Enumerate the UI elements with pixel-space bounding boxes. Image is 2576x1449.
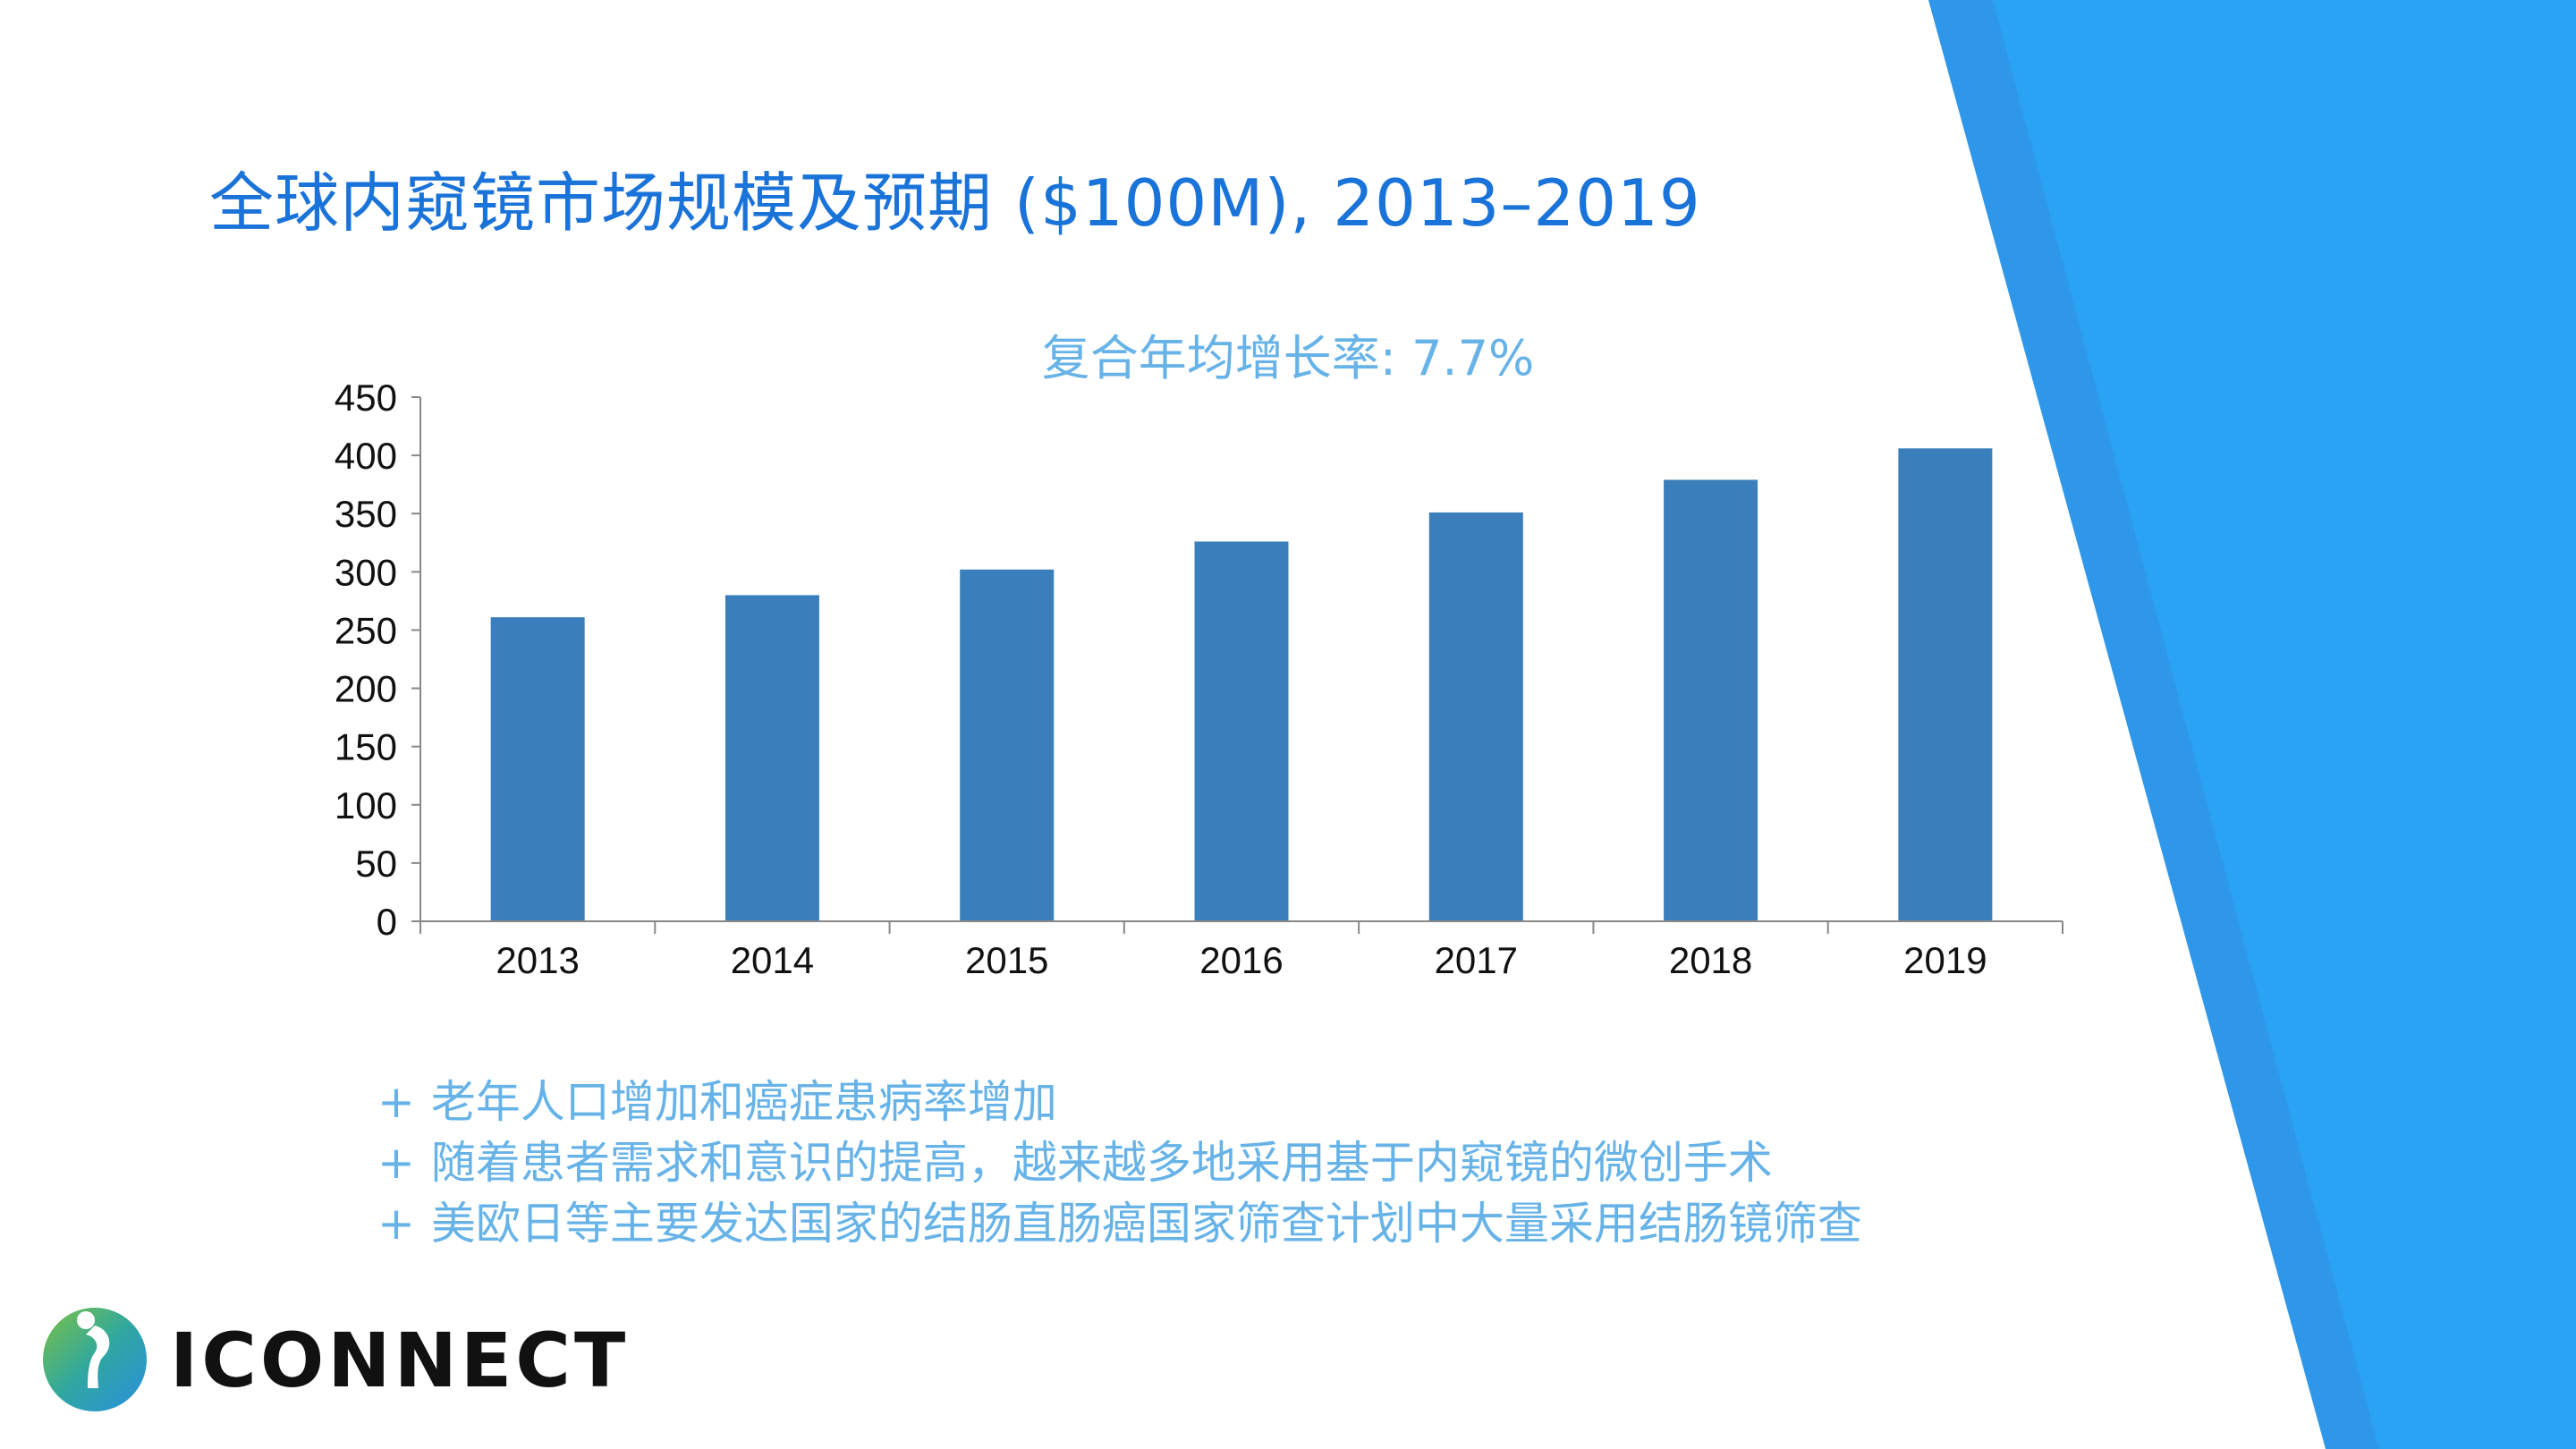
bullet-item: + 随着患者需求和意识的提高，越来越多地采用基于内窥镜的微创手术 (377, 1132, 1862, 1193)
bullet-marker: + (377, 1198, 415, 1250)
bar-2018 (1664, 479, 1758, 921)
logo: ICONNECT (39, 1299, 630, 1415)
bullet-marker: + (377, 1076, 415, 1128)
x-tick-label: 2016 (1199, 939, 1283, 981)
y-tick-label: 200 (335, 668, 397, 710)
y-tick-label: 400 (335, 435, 397, 477)
iconnect-logo-icon (43, 1308, 147, 1411)
x-tick-label: 2013 (496, 939, 579, 981)
bar-2015 (960, 569, 1055, 921)
bullet-text: 老年人口增加和癌症患病率增加 (430, 1076, 1057, 1128)
y-tick-label: 300 (335, 551, 397, 593)
y-tick-label: 350 (335, 493, 397, 535)
x-axis: 2013 2014 2015 2016 2017 2018 2019 (419, 920, 2063, 981)
bar-2016 (1194, 541, 1289, 921)
y-tick-label: 50 (355, 843, 397, 885)
bullet-item: + 美欧日等主要发达国家的结肠直肠癌国家筛查计划中大量采用结肠镜筛查 (377, 1193, 1862, 1254)
page-title: 全球内窥镜市场规模及预期 ($100M), 2013–2019 (209, 165, 1701, 241)
x-tick-label: 2018 (1669, 939, 1752, 981)
y-tick-label: 100 (335, 784, 397, 826)
y-tick-label: 150 (335, 726, 397, 768)
y-axis: 0 50 100 150 200 250 300 350 400 450 (335, 377, 421, 943)
bar-2019 (1898, 448, 1993, 921)
decor-band-light (1993, 0, 2576, 1449)
bullet-list: + 老年人口增加和癌症患病率增加 + 随着患者需求和意识的提高，越来越多地采用基于内… (377, 1072, 1862, 1254)
y-tick-label: 0 (377, 901, 397, 943)
bullet-item: + 老年人口增加和癌症患病率增加 (377, 1072, 1862, 1132)
bullet-text: 美欧日等主要发达国家的结肠直肠癌国家筛查计划中大量采用结肠镜筛查 (430, 1198, 1862, 1250)
bars-group (490, 448, 1993, 921)
chart-subtitle-cagr: 复合年均增长率: 7.7% (1041, 330, 1535, 386)
y-tick-label: 250 (335, 609, 397, 651)
bar-2014 (724, 595, 819, 921)
bar-2017 (1428, 512, 1523, 921)
bullet-marker: + (377, 1137, 415, 1189)
x-tick-label: 2015 (965, 939, 1048, 981)
bar-2013 (490, 617, 585, 921)
y-tick-label: 450 (335, 377, 397, 419)
x-tick-label: 2017 (1435, 939, 1518, 981)
logo-wordmark: ICONNECT (170, 1317, 630, 1404)
bullet-text: 随着患者需求和意识的提高，越来越多地采用基于内窥镜的微创手术 (430, 1137, 1773, 1189)
x-tick-label: 2019 (1903, 939, 1987, 981)
x-tick-label: 2014 (731, 939, 814, 981)
